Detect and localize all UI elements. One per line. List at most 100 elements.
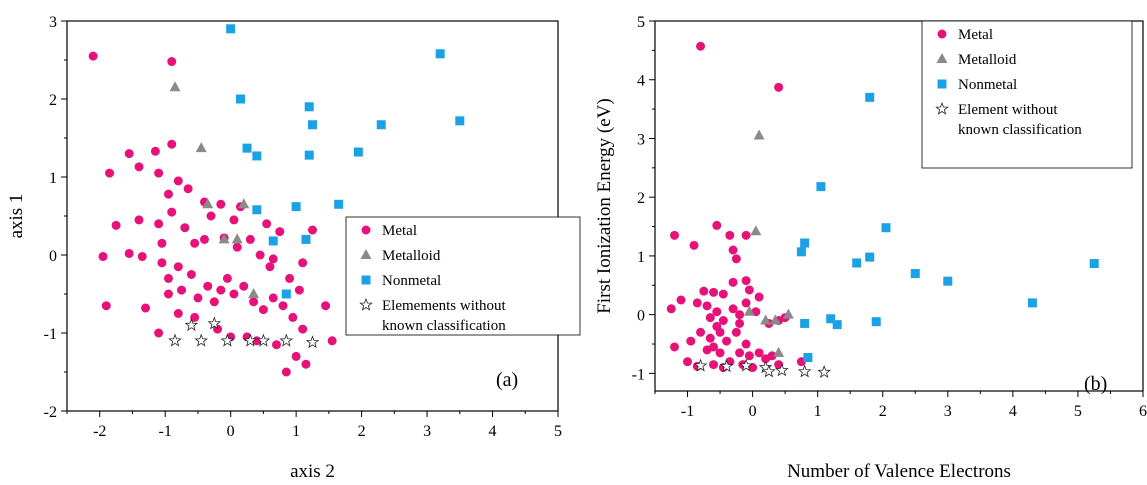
data-point-circle xyxy=(298,258,308,268)
data-point-square xyxy=(281,289,291,299)
x-axis-label: Number of Valence Electrons xyxy=(787,461,1011,482)
data-point-circle xyxy=(705,333,715,343)
data-point-circle xyxy=(249,297,259,307)
data-point-circle xyxy=(163,189,173,199)
data-point-circle xyxy=(683,357,693,367)
data-point-circle xyxy=(245,234,255,244)
data-point-circle xyxy=(285,273,295,283)
data-point-circle xyxy=(728,304,738,314)
data-point-circle xyxy=(298,324,308,334)
y-tick-label: 1 xyxy=(637,249,645,266)
data-point-circle xyxy=(741,298,751,308)
data-point-square xyxy=(304,102,314,112)
data-point-circle xyxy=(150,146,160,156)
data-point-square xyxy=(1089,259,1099,269)
data-point-triangle xyxy=(231,233,243,244)
data-point-circle xyxy=(676,295,686,305)
legend-marker-star xyxy=(935,101,949,115)
data-point-square xyxy=(800,238,810,248)
data-point-triangle xyxy=(195,142,207,153)
data-point-circle xyxy=(199,234,209,244)
data-point-circle xyxy=(689,240,699,250)
legend-label-line: Metal xyxy=(958,27,993,43)
data-point-circle xyxy=(686,336,696,346)
data-point-circle xyxy=(774,82,784,92)
data-point-circle xyxy=(154,219,164,229)
data-point-circle xyxy=(105,168,115,178)
data-point-circle xyxy=(722,336,732,346)
data-point-square xyxy=(816,182,826,192)
legend-label-line: Metal xyxy=(382,223,417,239)
data-point-square xyxy=(943,276,953,286)
data-point-circle xyxy=(265,262,275,272)
data-point-circle xyxy=(278,301,288,311)
data-point-circle xyxy=(712,220,722,230)
data-point-circle xyxy=(696,41,706,51)
data-point-square xyxy=(242,143,252,153)
data-point-circle xyxy=(203,281,213,291)
data-point-star xyxy=(817,365,831,378)
data-point-circle xyxy=(294,285,304,295)
data-point-square xyxy=(291,202,301,212)
data-point-circle xyxy=(173,176,183,186)
data-point-circle xyxy=(731,254,741,264)
data-point-circle xyxy=(209,297,219,307)
data-point-square xyxy=(235,94,245,104)
data-point-star xyxy=(256,333,271,347)
x-tick-label: 3 xyxy=(423,423,431,440)
data-point-star xyxy=(207,316,222,330)
data-point-circle xyxy=(163,289,173,299)
legend-label: Metal xyxy=(958,27,993,43)
data-point-circle xyxy=(709,342,719,352)
legend: Metal Metalloid Nonmetal Elemements without… xyxy=(345,216,581,336)
data-point-circle xyxy=(735,348,745,358)
y-tick-label: 2 xyxy=(637,190,645,207)
panel-label: (b) xyxy=(1084,373,1107,395)
y-axis-label: First Ionization Energy (eV) xyxy=(594,98,615,313)
y-tick-label: 1 xyxy=(49,170,57,187)
data-point-square xyxy=(796,247,806,257)
data-point-circle xyxy=(98,252,108,262)
data-point-circle xyxy=(754,292,764,302)
y-tick-label: 3 xyxy=(637,131,645,148)
data-point-square xyxy=(334,199,344,209)
data-point-circle xyxy=(173,262,183,272)
data-point-circle xyxy=(124,149,134,159)
y-tick-label: -1 xyxy=(632,366,645,383)
legend-marker-triangle xyxy=(360,249,372,259)
x-tick-label: -1 xyxy=(681,403,694,420)
legend-marker-square xyxy=(361,275,371,285)
data-point-circle xyxy=(186,270,196,279)
legend-label: Elemements without known classification xyxy=(382,298,507,334)
x-tick-label: 2 xyxy=(879,403,887,420)
legend-marker-star xyxy=(359,297,373,311)
y-tick-label: 4 xyxy=(637,73,645,90)
data-point-circle xyxy=(728,277,738,287)
data-point-circle xyxy=(712,307,722,317)
data-point-star xyxy=(739,358,753,372)
data-point-square xyxy=(881,223,891,233)
data-point-triangle xyxy=(743,305,755,316)
data-point-triangle xyxy=(248,288,260,298)
data-point-circle xyxy=(154,168,164,178)
data-point-star xyxy=(184,318,199,331)
x-tick-label: 1 xyxy=(814,403,822,420)
data-point-circle xyxy=(173,309,183,318)
x-tick-label: 1 xyxy=(292,423,300,440)
data-point-circle xyxy=(101,301,111,311)
data-point-circle xyxy=(741,230,751,240)
data-point-circle xyxy=(157,238,167,248)
data-point-circle xyxy=(190,312,200,322)
legend-label-line: Nonmetal xyxy=(958,77,1017,93)
y-tick-label: 2 xyxy=(49,92,57,109)
data-point-circle xyxy=(134,162,144,172)
legend-label-line: known classification xyxy=(958,122,1082,138)
data-point-circle xyxy=(308,225,317,235)
data-point-circle xyxy=(670,230,680,240)
panel-label: (a) xyxy=(496,369,518,391)
data-point-circle xyxy=(141,303,151,313)
data-point-circle xyxy=(229,289,239,299)
legend-marker-triangle xyxy=(936,53,948,63)
data-point-circle xyxy=(744,285,754,295)
